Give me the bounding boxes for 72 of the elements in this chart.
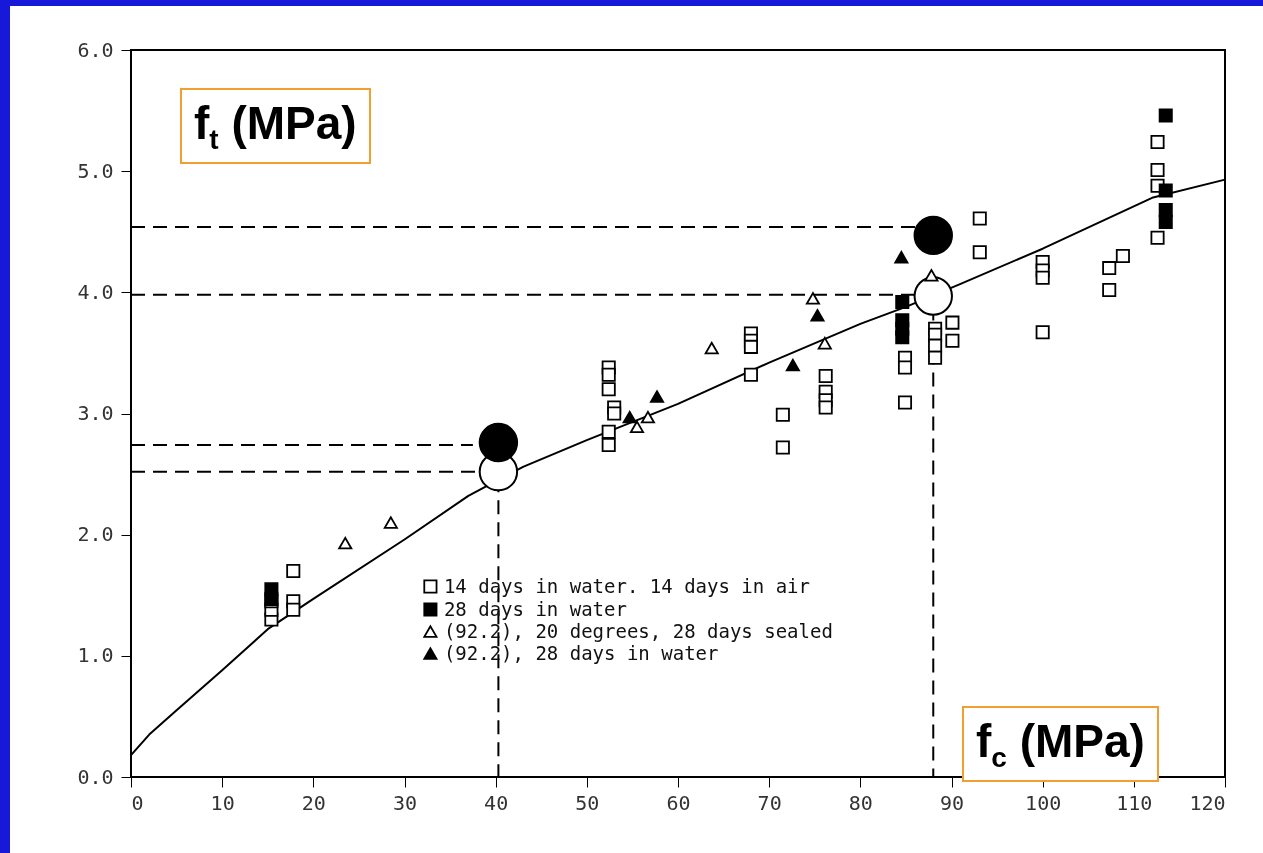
y-tick-label: 2.0 [77, 522, 114, 547]
point [338, 536, 353, 550]
point [1115, 248, 1130, 264]
y-tick-label: 5.0 [77, 158, 114, 183]
point [601, 437, 616, 453]
point [629, 420, 644, 434]
y-tick-label: 3.0 [77, 401, 114, 425]
point [601, 424, 616, 439]
point [810, 309, 825, 322]
point [805, 292, 820, 305]
point [945, 315, 960, 330]
x-tick-label: 10 [210, 790, 235, 815]
x-tick-label: 80 [848, 790, 873, 815]
point [704, 341, 719, 355]
point [286, 563, 301, 579]
point [945, 333, 960, 348]
point [1150, 135, 1165, 150]
point [972, 211, 987, 226]
point [622, 410, 637, 424]
y-tick-label: 1.0 [77, 643, 114, 668]
point [650, 390, 665, 403]
point [972, 245, 987, 260]
point [1102, 261, 1117, 276]
point [1102, 282, 1117, 297]
point [1158, 215, 1173, 230]
x-tick-label: 40 [484, 790, 509, 815]
x-tick-label: 90 [939, 790, 965, 815]
point [775, 407, 790, 422]
point [743, 339, 758, 354]
legend-label: 14 days in water. 14 days in air [443, 574, 810, 597]
point [1150, 230, 1165, 245]
point [895, 330, 910, 345]
x-tick-label: 30 [392, 790, 418, 815]
y-axis-title: f$_{t}$ (MPa) [180, 88, 371, 165]
point [601, 367, 616, 382]
point [928, 350, 943, 365]
point [383, 516, 398, 529]
y-tick-label: 0.0 [77, 764, 114, 789]
x-tick-label: 70 [757, 790, 782, 815]
point [897, 360, 913, 375]
x-tick-label: 20 [301, 790, 326, 815]
point [601, 382, 616, 397]
x-tick-label: 120 [1189, 790, 1226, 815]
x-axis-title: f$_{c}$ (MPa) [962, 706, 1159, 783]
point [607, 406, 622, 421]
x-tick-label: 50 [575, 790, 600, 815]
point [818, 400, 833, 415]
x-tick-label: 110 [1116, 790, 1153, 815]
point [775, 440, 790, 455]
legend-label: (92.2), 20 degrees, 28 days sealed [443, 619, 833, 642]
point [924, 269, 939, 282]
point [895, 295, 910, 310]
point [817, 337, 832, 350]
point [1158, 108, 1173, 123]
point [286, 602, 301, 617]
y-tick-label: 6.0 [77, 37, 114, 62]
x-tick-label: 0 [131, 790, 144, 815]
point [1150, 162, 1165, 177]
point [894, 250, 909, 264]
point [743, 367, 758, 382]
x-tick-label: 60 [666, 790, 691, 815]
point [1035, 325, 1050, 340]
point [640, 410, 655, 424]
point [1035, 270, 1050, 285]
x-tick-label: 100 [1025, 790, 1062, 815]
point [897, 395, 913, 410]
y-tick-label: 4.0 [77, 279, 114, 304]
legend-label: 28 days in water [443, 597, 627, 620]
legend-label: (92.2), 28 days in water [443, 641, 719, 664]
point [1158, 183, 1173, 198]
point [818, 368, 833, 383]
point [785, 358, 800, 372]
